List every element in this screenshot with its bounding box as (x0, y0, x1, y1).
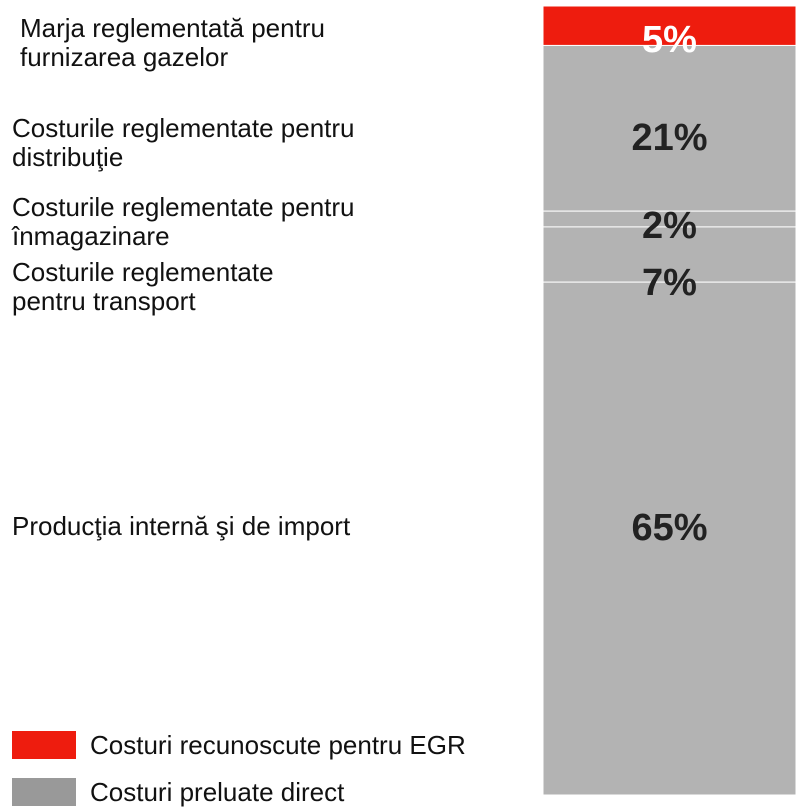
legend-swatch (12, 778, 76, 806)
category-label: Costurile reglementate pentru distribuţi… (12, 113, 355, 172)
category-label: Producţia internă şi de import (12, 511, 351, 541)
category-label: Costurile reglementate pentru transport (12, 257, 274, 316)
value-label: 65% (631, 507, 707, 549)
value-label: 21% (631, 117, 707, 159)
bar-segment (542, 226, 796, 283)
bar-segment (542, 281, 796, 796)
legend-label: Costuri preluate direct (90, 777, 345, 807)
value-label: 5% (642, 19, 697, 61)
bar-segment (542, 44, 796, 212)
bar-segment (542, 5, 796, 46)
value-label: 7% (642, 262, 697, 304)
category-label: Costurile reglementate pentru înmagazina… (12, 192, 355, 251)
value-label: 2% (642, 205, 697, 247)
legend-label: Costuri recunoscute pentru EGR (90, 730, 466, 760)
category-label: Marja reglementată pentru furnizarea gaz… (20, 13, 325, 72)
legend-swatch (12, 731, 76, 759)
